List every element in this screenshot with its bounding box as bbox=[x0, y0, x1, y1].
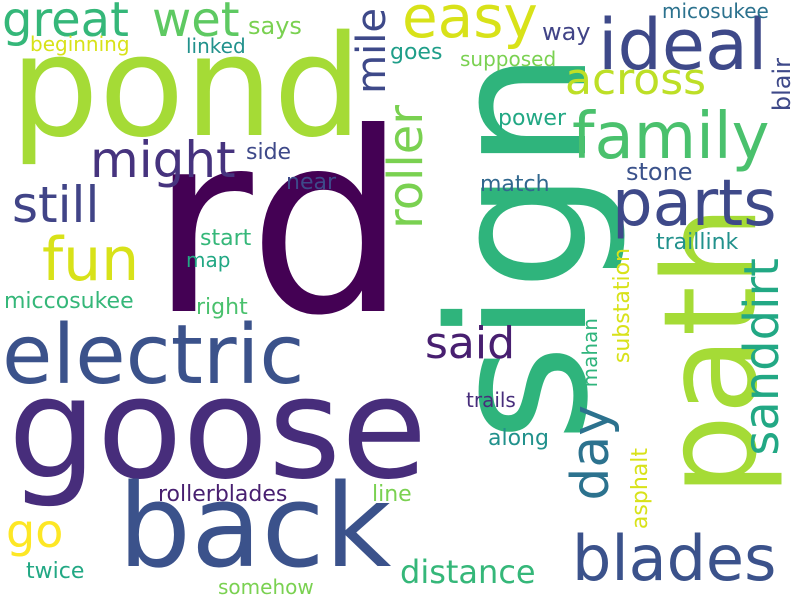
word-wet: wet bbox=[152, 0, 240, 48]
word-substation: substation bbox=[610, 248, 635, 364]
word-mile: mile bbox=[349, 8, 395, 94]
word-might: might bbox=[90, 131, 236, 189]
word-says: says bbox=[248, 12, 302, 40]
word-stone: stone bbox=[626, 158, 693, 186]
word-supposed: supposed bbox=[460, 47, 557, 71]
word-map: map bbox=[186, 248, 231, 272]
word-easy: easy bbox=[402, 0, 538, 51]
word-side: side bbox=[246, 140, 292, 165]
word-miccosukee: miccosukee bbox=[4, 289, 134, 314]
word-line: line bbox=[372, 482, 412, 507]
word-distance: distance bbox=[400, 553, 536, 591]
word-parts: parts bbox=[612, 167, 777, 241]
word-traillink: traillink bbox=[656, 230, 739, 255]
word-day: day bbox=[561, 405, 621, 501]
word-near: near bbox=[286, 170, 337, 195]
word-back: back bbox=[118, 460, 392, 594]
word-rd: rd bbox=[150, 79, 408, 370]
word-fun: fun bbox=[42, 225, 140, 295]
word-roller: roller bbox=[378, 105, 434, 229]
word-mahan: mahan bbox=[578, 318, 602, 388]
word-right: right bbox=[196, 295, 248, 320]
word-go: go bbox=[6, 504, 64, 558]
word-sanddirt: sanddirt bbox=[734, 258, 790, 456]
word-goose: goose bbox=[8, 348, 428, 511]
word-blair: blair bbox=[768, 58, 796, 112]
word-family: family bbox=[572, 100, 770, 174]
word-asphalt: asphalt bbox=[628, 448, 653, 530]
word-beginning: beginning bbox=[30, 32, 130, 56]
word-great: great bbox=[2, 0, 129, 48]
word-still: still bbox=[12, 176, 100, 234]
word-linked: linked bbox=[186, 34, 246, 58]
word-across: across bbox=[565, 54, 707, 105]
word-rollerblades: rollerblades bbox=[158, 482, 288, 507]
word-start: start bbox=[200, 226, 252, 251]
word-power: power bbox=[498, 106, 566, 131]
word-somehow: somehow bbox=[218, 575, 314, 599]
word-along: along bbox=[488, 426, 549, 451]
word-match: match bbox=[480, 172, 550, 197]
word-said: said bbox=[425, 318, 516, 369]
word-ideal: ideal bbox=[598, 4, 768, 86]
word-way: way bbox=[542, 18, 591, 46]
word-goes: goes bbox=[390, 40, 443, 65]
word-blades: blades bbox=[572, 522, 777, 595]
word-trails: trails bbox=[466, 388, 516, 412]
word-twice: twice bbox=[26, 559, 85, 584]
word-pond: pond bbox=[10, 6, 363, 169]
word-micosukee: micosukee bbox=[662, 0, 769, 23]
word-electric: electric bbox=[2, 308, 305, 403]
